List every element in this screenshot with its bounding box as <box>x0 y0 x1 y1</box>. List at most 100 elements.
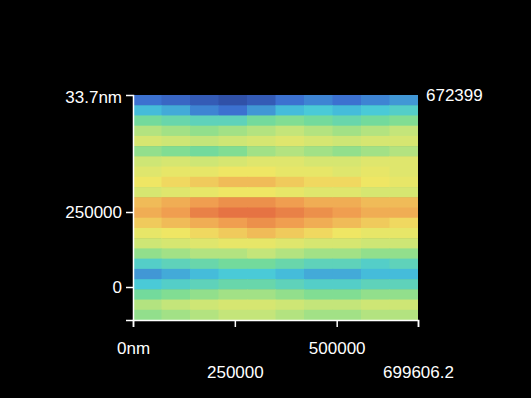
heatmap-cell <box>219 228 248 239</box>
heatmap-cell <box>390 177 419 188</box>
y-tick-mark <box>126 287 133 289</box>
heatmap-cell <box>390 208 419 219</box>
heatmap-cell <box>333 95 362 106</box>
heatmap-cell <box>276 177 305 188</box>
heatmap-cell <box>361 279 390 290</box>
heatmap-cell <box>247 218 276 229</box>
heatmap-cell <box>361 126 390 137</box>
heatmap-cell <box>162 95 191 106</box>
heatmap-cell <box>162 105 191 116</box>
heatmap-cell <box>162 269 191 280</box>
x-tick: 250000 <box>207 320 264 382</box>
x-tick-label: 699606.2 <box>383 363 454 382</box>
heatmap-cell <box>361 187 390 198</box>
heatmap-cell <box>361 95 390 106</box>
heatmap-cell <box>133 167 162 178</box>
chart: 02500000nm250000500000699606.233.7nm6723… <box>0 0 531 398</box>
y-axis-line <box>126 96 134 321</box>
heatmap-cell <box>162 279 191 290</box>
heatmap-cell <box>190 146 219 157</box>
heatmap-cell <box>190 310 219 320</box>
heatmap-cell <box>190 248 219 259</box>
heatmap-cell <box>333 259 362 270</box>
heatmap-cell <box>247 310 276 320</box>
heatmap-cell <box>219 167 248 178</box>
heatmap-cell <box>219 218 248 229</box>
heatmap-cell <box>333 279 362 290</box>
heatmap-cell <box>190 300 219 311</box>
heatmap-cell <box>276 259 305 270</box>
heatmap-cell <box>361 300 390 311</box>
heatmap-cell <box>190 228 219 239</box>
heatmap-cell <box>133 187 162 198</box>
heatmap-cell <box>390 156 419 167</box>
heatmap-cell <box>361 105 390 116</box>
heatmap-cell <box>276 310 305 320</box>
heatmap-cell <box>133 126 162 137</box>
heatmap-cell <box>190 218 219 229</box>
heatmap-cell <box>219 156 248 167</box>
heatmap-cell <box>219 115 248 126</box>
heatmap-cell <box>133 248 162 259</box>
heatmap-cell <box>361 269 390 280</box>
heatmap-cell <box>276 126 305 137</box>
heatmap-cell <box>304 187 333 198</box>
heatmap-cell <box>133 289 162 300</box>
heatmap-cell <box>390 300 419 311</box>
heatmap-cell <box>162 177 191 188</box>
heatmap-cell <box>333 238 362 249</box>
heatmap-cell <box>162 167 191 178</box>
heatmap-cell <box>133 95 162 106</box>
heatmap-cell <box>190 259 219 270</box>
heatmap-cell <box>390 95 419 106</box>
heatmap-cell <box>333 269 362 280</box>
heatmap-cell <box>361 310 390 320</box>
heatmap-cell <box>304 197 333 208</box>
heatmap-cell <box>219 187 248 198</box>
heatmap-cell <box>247 156 276 167</box>
heatmap-cell <box>133 136 162 147</box>
heatmap-cell <box>304 300 333 311</box>
heatmap-cell <box>276 187 305 198</box>
heatmap-cell <box>333 300 362 311</box>
heatmap-cell <box>333 228 362 239</box>
x-tick-mark <box>336 320 338 327</box>
heatmap-cell <box>361 115 390 126</box>
heatmap-cell <box>304 269 333 280</box>
heatmap-cell <box>333 310 362 320</box>
heatmap-cell <box>133 310 162 320</box>
heatmap-cell <box>276 238 305 249</box>
heatmap-cell <box>133 238 162 249</box>
heatmap-cell <box>390 228 419 239</box>
heatmap-cell <box>304 259 333 270</box>
x-tick-label: 500000 <box>309 339 366 358</box>
heatmap-cell <box>219 95 248 106</box>
heatmap-cell <box>247 167 276 178</box>
annotations: 33.7nm672399 <box>65 86 482 107</box>
x-tick-mark <box>235 320 237 327</box>
heatmap-cell <box>219 269 248 280</box>
heatmap-cell <box>276 248 305 259</box>
heatmap-cell <box>276 95 305 106</box>
x-tick-label: 0nm <box>117 339 150 358</box>
heatmap-cell <box>390 105 419 116</box>
heatmap-cell <box>304 248 333 259</box>
heatmap-cell <box>133 259 162 270</box>
heatmap-cell <box>304 146 333 157</box>
heatmap-cell <box>219 126 248 137</box>
heatmap-cell <box>247 238 276 249</box>
heatmap-cell <box>304 156 333 167</box>
heatmap-cell <box>390 187 419 198</box>
heatmap-cell <box>361 136 390 147</box>
heatmap-cell <box>190 269 219 280</box>
x-tick: 699606.2 <box>383 320 454 382</box>
heatmap-cell <box>333 136 362 147</box>
heatmap-cell <box>276 279 305 290</box>
heatmap-cell <box>247 259 276 270</box>
y-tick-label: 250000 <box>65 203 122 222</box>
heatmap-cell <box>304 289 333 300</box>
heatmap-cell <box>333 146 362 157</box>
heatmap-cell <box>219 136 248 147</box>
heatmap-cell <box>162 126 191 137</box>
heatmap-cell <box>390 279 419 290</box>
